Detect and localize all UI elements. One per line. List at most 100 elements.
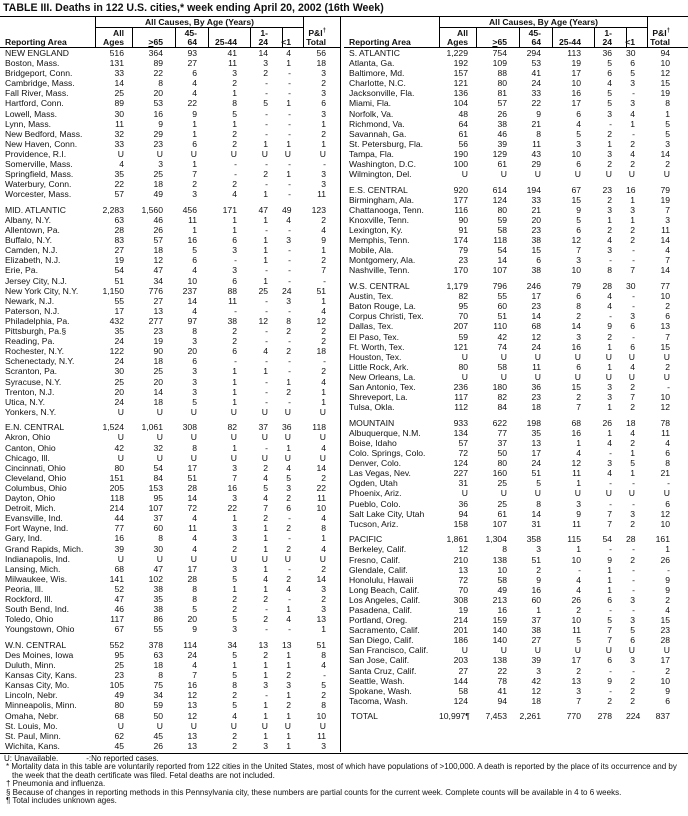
all-ages-cell: 33 xyxy=(114,138,124,149)
city-row: Colo. Springs, Colo. 72 50 17 4 - 1 6 xyxy=(344,448,688,458)
reporting-area-cell: St. Louis, Mo. xyxy=(5,720,58,731)
age-under-1-cell: 1 xyxy=(286,604,291,615)
age-1-24-cell: - xyxy=(609,544,612,555)
age-45-64-cell: 16 xyxy=(531,584,541,595)
age-1-24-cell: - xyxy=(265,108,268,119)
age-65-plus-cell: 74 xyxy=(497,341,507,352)
pi-total-cell: 26 xyxy=(660,554,670,565)
age-1-24-cell: 5 xyxy=(607,58,612,69)
all-ages-cell: 1,229 xyxy=(446,48,468,58)
reporting-area-cell: Charlotte, N.C. xyxy=(349,78,406,89)
reporting-area-cell: Denver, Colo. xyxy=(349,458,402,469)
reporting-area-cell: Portland, Oreg. xyxy=(349,615,408,626)
all-ages-cell: 10,997¶ xyxy=(439,711,470,722)
age-25-44-cell: 171 xyxy=(222,204,237,215)
age-under-1-cell: - xyxy=(288,533,291,544)
all-ages-cell: 27 xyxy=(114,245,124,256)
reporting-area-cell: Tucson, Ariz. xyxy=(349,518,399,529)
reporting-area-cell: Pueblo, Colo. xyxy=(349,498,401,509)
age-25-44-cell: U xyxy=(230,432,237,443)
age-under-1-cell: - xyxy=(288,189,291,200)
age-under-1-cell: - xyxy=(288,78,291,89)
reporting-area-cell: Spokane, Wash. xyxy=(349,685,412,696)
age-45-64-cell: 11 xyxy=(532,138,541,149)
age-65-plus-cell: 26 xyxy=(153,225,163,236)
age-under-1-cell: 2 xyxy=(286,493,291,504)
age-under-1-cell: 2 xyxy=(630,225,635,236)
age-65-plus-cell: 86 xyxy=(153,614,163,625)
city-row: Peoria, Ill. 52 38 8 1 1 4 3 xyxy=(0,584,340,594)
pi-total-cell: 3 xyxy=(321,740,326,751)
city-row: St. Petersburg, Fla. 56 39 11 3 1 2 3 xyxy=(344,139,688,149)
age-45-64-cell: 4 xyxy=(192,265,197,276)
reporting-area-cell: E.S. CENTRAL xyxy=(349,184,408,195)
reporting-area-cell: Omaha, Nebr. xyxy=(5,710,59,721)
all-ages-cell: 19 xyxy=(458,604,468,615)
age-1-24-cell: 6 xyxy=(607,594,612,605)
age-1-24-cell: 4 xyxy=(607,78,612,89)
age-45-64-cell: 51 xyxy=(531,554,541,565)
city-row: Ogden, Utah 31 25 5 1 - - - xyxy=(344,478,688,488)
age-under-1-cell: U xyxy=(284,432,291,443)
reporting-area-cell: Atlanta, Ga. xyxy=(349,58,395,69)
age-65-plus-cell: 25 xyxy=(153,169,163,180)
pi-total-cell: 15 xyxy=(660,78,670,89)
age-under-1-cell: U xyxy=(284,452,291,463)
city-row: Yonkers, N.Y. U U U U U U U xyxy=(0,407,340,417)
age-under-1-cell: 7 xyxy=(630,265,635,276)
all-ages-cell: 933 xyxy=(453,417,468,428)
city-row: Akron, Ohio U U U U U U U xyxy=(0,432,340,442)
age-65-plus-cell: 18 xyxy=(153,396,163,407)
age-45-64-cell: 1 xyxy=(192,128,197,139)
pi-total-cell: U xyxy=(319,553,326,564)
all-ages-cell: 203 xyxy=(453,655,468,666)
pi-total-cell: - xyxy=(667,478,670,489)
age-1-24-cell: - xyxy=(265,396,268,407)
age-under-1-cell: 2 xyxy=(630,518,635,529)
all-ages-cell: 25 xyxy=(114,88,124,99)
age-65-plus-cell: U xyxy=(156,406,163,417)
header-label: Reporting Area xyxy=(349,36,411,47)
age-1-24-cell: 9 xyxy=(607,675,612,686)
age-1-24-cell: 5 xyxy=(263,482,268,493)
age-45-64-cell: 12 xyxy=(531,331,541,342)
age-under-1-cell: - xyxy=(632,574,635,585)
all-ages-cell: 79 xyxy=(458,245,468,256)
age-1-24-cell: - xyxy=(265,442,268,453)
age-25-44-cell: 67 xyxy=(571,184,581,195)
reporting-area-cell: Ogden, Utah xyxy=(349,478,398,489)
all-ages-cell: 33 xyxy=(114,68,124,79)
age-1-24-cell: U xyxy=(605,169,612,180)
age-under-1-cell: 18 xyxy=(626,417,636,428)
pi-total-cell: 10 xyxy=(660,291,670,302)
all-ages-cell: 201 xyxy=(453,625,468,636)
city-row: San Francisco, Calif. U U U U U U U xyxy=(344,645,688,655)
age-1-24-cell: 2 xyxy=(607,225,612,236)
age-45-64-cell: 8 xyxy=(192,326,197,337)
city-row: Utica, N.Y. 24 18 5 1 - - 1 xyxy=(0,397,340,407)
age-45-64-cell: 20 xyxy=(187,614,197,625)
age-25-44-cell: 8 xyxy=(576,301,581,312)
all-ages-cell: 30 xyxy=(114,366,124,377)
age-65-plus-cell: 54 xyxy=(497,245,507,256)
all-ages-cell: 174 xyxy=(453,235,468,246)
all-ages-cell: 136 xyxy=(453,88,468,99)
all-ages-cell: 17 xyxy=(114,305,124,316)
age-1-24-cell: - xyxy=(265,624,268,635)
age-65-plus-cell: 37 xyxy=(153,513,163,524)
age-under-1-cell: - xyxy=(288,118,291,129)
city-row: New Orleans, La. U U U U U U U xyxy=(344,372,688,382)
all-ages-cell: 22 xyxy=(114,179,124,190)
reporting-area-cell: Trenton, N.J. xyxy=(5,386,55,397)
header-label: 45-64 xyxy=(184,27,197,47)
pi-total-cell: 2 xyxy=(665,159,670,170)
city-row: Houston, Tex. U U U U U U U xyxy=(344,352,688,362)
all-ages-cell: 83 xyxy=(114,235,124,246)
age-25-44-cell: 2 xyxy=(576,311,581,322)
all-ages-cell: 236 xyxy=(453,382,468,392)
reporting-area-cell: Tacoma, Wash. xyxy=(349,695,408,706)
reporting-area-cell: Philadelphia, Pa. xyxy=(5,315,70,326)
all-ages-cell: 186 xyxy=(453,635,468,646)
pi-total-cell: U xyxy=(319,432,326,443)
header-age-under-1: <1 xyxy=(625,28,647,47)
